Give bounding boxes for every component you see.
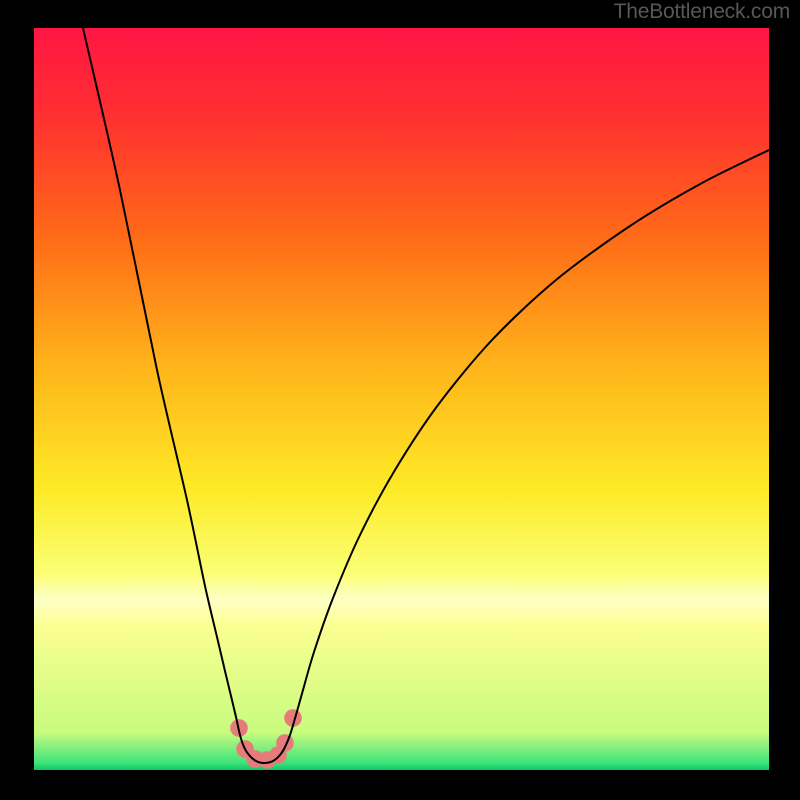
plot-area [34, 28, 769, 770]
chart-svg [0, 0, 800, 800]
chart-root: TheBottleneck.com [0, 0, 800, 800]
